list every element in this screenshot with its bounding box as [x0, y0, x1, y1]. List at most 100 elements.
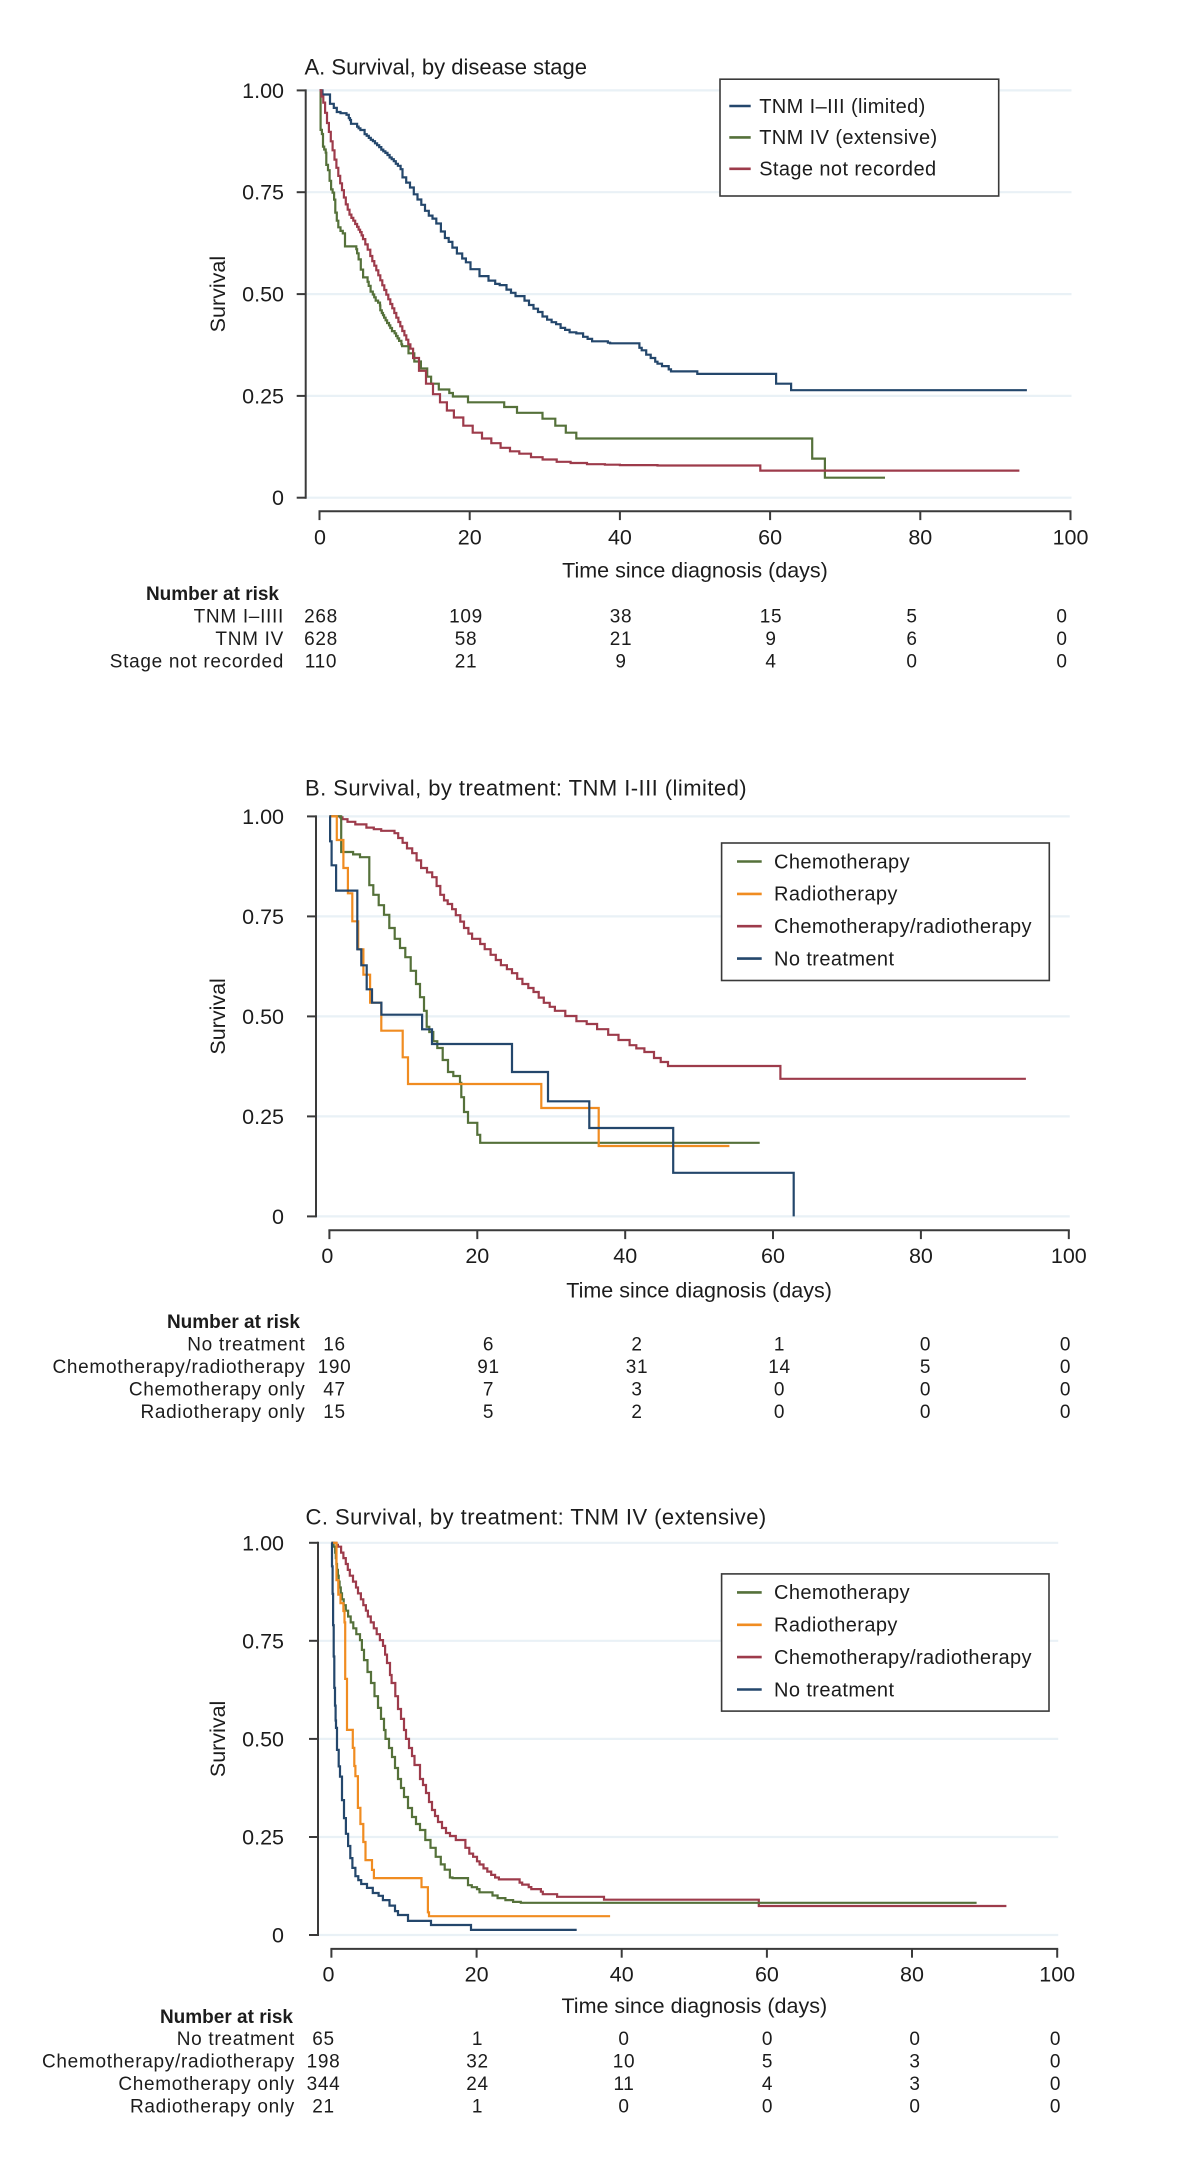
svg-text:2: 2: [631, 1335, 642, 1356]
svg-text:6: 6: [483, 1335, 494, 1356]
svg-text:0: 0: [272, 1205, 284, 1229]
svg-text:5: 5: [762, 2051, 773, 2072]
svg-text:0.75: 0.75: [242, 1629, 284, 1653]
svg-text:Stage not recorded: Stage not recorded: [759, 159, 936, 181]
svg-text:0.50: 0.50: [242, 283, 284, 307]
svg-text:TNM I–IIII: TNM I–IIII: [194, 607, 284, 628]
svg-text:65: 65: [312, 2029, 335, 2050]
svg-text:20: 20: [465, 1962, 489, 1986]
svg-text:9: 9: [765, 629, 776, 650]
svg-text:No treatment: No treatment: [187, 1335, 305, 1356]
svg-text:3: 3: [631, 1380, 642, 1401]
svg-text:1.00: 1.00: [242, 805, 284, 829]
svg-text:0.25: 0.25: [242, 384, 284, 408]
svg-text:20: 20: [465, 1244, 489, 1268]
svg-text:Number at risk: Number at risk: [160, 2007, 293, 2028]
svg-text:0: 0: [314, 526, 326, 550]
svg-text:4: 4: [765, 652, 776, 673]
svg-text:40: 40: [608, 526, 632, 550]
svg-text:1: 1: [472, 2029, 483, 2050]
svg-text:Time since diagnosis (days): Time since diagnosis (days): [562, 559, 828, 583]
svg-text:0: 0: [1060, 1335, 1071, 1356]
svg-text:80: 80: [900, 1962, 924, 1986]
svg-text:Survival: Survival: [206, 978, 230, 1054]
svg-text:Radiotherapy: Radiotherapy: [774, 1615, 898, 1637]
svg-text:Radiotherapy only: Radiotherapy only: [140, 1402, 305, 1423]
svg-text:0: 0: [909, 2096, 920, 2117]
svg-text:Chemotherapy/radiotherapy: Chemotherapy/radiotherapy: [774, 916, 1032, 938]
svg-text:58: 58: [455, 629, 478, 650]
svg-text:0: 0: [272, 1924, 284, 1948]
svg-text:0: 0: [920, 1335, 931, 1356]
svg-text:Chemotherapy/radiotherapy: Chemotherapy/radiotherapy: [774, 1647, 1032, 1669]
svg-text:0: 0: [762, 2096, 773, 2117]
svg-text:3: 3: [909, 2074, 920, 2095]
svg-text:0.75: 0.75: [242, 905, 284, 929]
svg-text:24: 24: [466, 2074, 489, 2095]
svg-text:0: 0: [1050, 2074, 1061, 2095]
svg-text:0: 0: [920, 1402, 931, 1423]
svg-text:0: 0: [774, 1380, 785, 1401]
svg-text:5: 5: [483, 1402, 494, 1423]
svg-text:Chemotherapy only: Chemotherapy only: [129, 1380, 306, 1401]
svg-text:Radiotherapy only: Radiotherapy only: [130, 2096, 295, 2117]
svg-text:0: 0: [1056, 652, 1067, 673]
svg-text:0: 0: [1050, 2096, 1061, 2117]
svg-text:Chemotherapy/radiotherapy: Chemotherapy/radiotherapy: [42, 2051, 295, 2072]
svg-text:198: 198: [307, 2051, 341, 2072]
svg-text:Chemotherapy/radiotherapy: Chemotherapy/radiotherapy: [52, 1357, 305, 1378]
svg-text:0: 0: [1060, 1402, 1071, 1423]
svg-text:5: 5: [920, 1357, 931, 1378]
svg-text:TNM I–III (limited): TNM I–III (limited): [759, 96, 926, 118]
svg-text:Stage not recorded: Stage not recorded: [110, 652, 284, 673]
svg-text:1: 1: [774, 1335, 785, 1356]
svg-text:0: 0: [1056, 607, 1067, 628]
svg-text:Time since diagnosis (days): Time since diagnosis (days): [566, 1278, 832, 1302]
svg-text:0: 0: [1050, 2051, 1061, 2072]
svg-text:0.25: 0.25: [242, 1105, 284, 1129]
svg-text:9: 9: [615, 652, 626, 673]
svg-text:No treatment: No treatment: [774, 948, 894, 970]
svg-text:100: 100: [1039, 1962, 1075, 1986]
svg-text:3: 3: [909, 2051, 920, 2072]
svg-text:0: 0: [762, 2029, 773, 2050]
svg-text:2: 2: [631, 1402, 642, 1423]
svg-text:0.75: 0.75: [242, 181, 284, 205]
svg-text:21: 21: [610, 629, 633, 650]
svg-text:32: 32: [466, 2051, 489, 2072]
svg-text:110: 110: [305, 652, 337, 673]
svg-text:100: 100: [1053, 526, 1089, 550]
svg-text:20: 20: [458, 526, 482, 550]
svg-text:TNM IV: TNM IV: [215, 629, 284, 650]
svg-text:31: 31: [626, 1357, 649, 1378]
svg-text:21: 21: [455, 652, 478, 673]
svg-text:40: 40: [613, 1244, 637, 1268]
svg-text:190: 190: [318, 1357, 352, 1378]
svg-text:0.50: 0.50: [242, 1727, 284, 1751]
svg-text:Chemotherapy: Chemotherapy: [774, 851, 910, 873]
svg-text:Survival: Survival: [206, 256, 230, 332]
svg-text:109: 109: [449, 607, 483, 628]
svg-text:0: 0: [774, 1402, 785, 1423]
svg-text:11: 11: [613, 2074, 634, 2095]
svg-text:628: 628: [304, 629, 338, 650]
svg-text:15: 15: [760, 607, 783, 628]
svg-text:0: 0: [920, 1380, 931, 1401]
svg-text:No treatment: No treatment: [774, 1679, 894, 1701]
svg-text:C. Survival, by treatment: TNM: C. Survival, by treatment: TNM IV (exten…: [306, 1504, 767, 1529]
svg-text:1.00: 1.00: [242, 1531, 284, 1555]
svg-text:80: 80: [908, 526, 932, 550]
svg-text:A. Survival, by disease stage: A. Survival, by disease stage: [305, 55, 587, 80]
svg-text:0: 0: [321, 1244, 333, 1268]
svg-text:60: 60: [761, 1244, 785, 1268]
svg-text:0: 0: [909, 2029, 920, 2050]
svg-text:0: 0: [1060, 1357, 1071, 1378]
svg-text:16: 16: [323, 1335, 346, 1356]
svg-text:0: 0: [618, 2029, 629, 2050]
svg-text:0: 0: [1056, 629, 1067, 650]
svg-text:14: 14: [768, 1357, 791, 1378]
svg-text:38: 38: [610, 607, 633, 628]
svg-text:21: 21: [312, 2096, 335, 2117]
svg-text:6: 6: [906, 629, 917, 650]
svg-text:268: 268: [304, 607, 338, 628]
